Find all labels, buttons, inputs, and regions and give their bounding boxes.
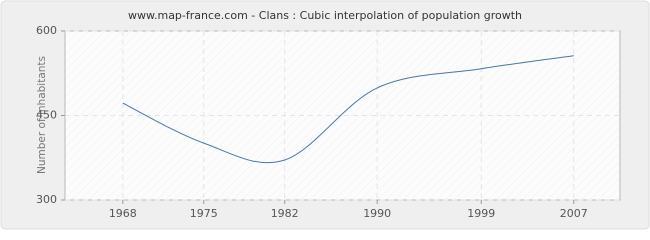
x-tick-label: 1975	[190, 207, 218, 220]
chart: www.map-france.com - Clans : Cubic inter…	[0, 0, 650, 230]
x-tick-label: 1990	[363, 207, 391, 220]
x-tick-label: 1982	[271, 207, 299, 220]
x-tick-label: 2007	[560, 207, 588, 220]
y-tick-label: 600	[36, 24, 57, 37]
x-tick-label: 1999	[467, 207, 495, 220]
y-axis-label: Number of inhabitants	[36, 56, 48, 174]
chart-title: www.map-france.com - Clans : Cubic inter…	[128, 9, 522, 22]
line	[122, 55, 574, 164]
y-tick-label: 300	[36, 193, 57, 206]
x-tick-label: 1968	[109, 207, 137, 220]
y-tick-label: 450	[36, 109, 57, 122]
